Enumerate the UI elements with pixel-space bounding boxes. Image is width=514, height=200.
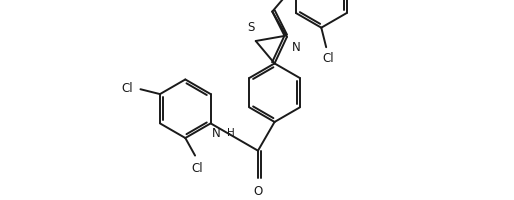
Text: Cl: Cl: [322, 52, 334, 65]
Text: O: O: [253, 185, 263, 198]
Text: Cl: Cl: [191, 162, 203, 175]
Text: H: H: [227, 128, 235, 138]
Text: S: S: [247, 21, 254, 34]
Text: N: N: [292, 41, 301, 54]
Text: N: N: [212, 127, 221, 140]
Text: Cl: Cl: [121, 82, 133, 95]
